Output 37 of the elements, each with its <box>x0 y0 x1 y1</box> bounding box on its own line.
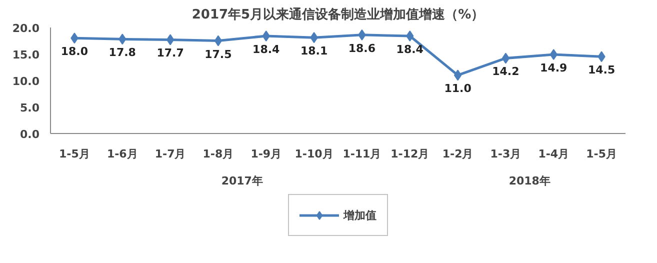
x-tick-label: 1-5月 <box>586 148 617 160</box>
data-label: 14.2 <box>492 65 520 78</box>
x-tick-label: 1-11月 <box>342 148 382 160</box>
data-label: 17.5 <box>204 48 232 61</box>
data-label: 14.5 <box>588 64 616 77</box>
x-tick-label: 1-4月 <box>538 148 570 160</box>
x-tick-label: 1-7月 <box>154 148 186 160</box>
x-tick-label: 1-10月 <box>294 148 334 160</box>
x-tick-label: 1-5月 <box>59 148 90 160</box>
data-label: 17.7 <box>156 46 184 60</box>
data-label: 18.0 <box>60 45 88 58</box>
data-label: 18.4 <box>252 42 280 56</box>
x-tick-label: 1-6月 <box>106 148 138 160</box>
x-tick-label: 1-2月 <box>442 148 474 160</box>
x-tick-label: 1-12月 <box>390 148 430 160</box>
legend-label: 增加值 <box>344 208 376 222</box>
point <box>214 35 222 46</box>
point <box>166 34 174 46</box>
data-label: 17.8 <box>108 46 136 60</box>
y-tick-label: 5.0 <box>20 102 40 114</box>
data-label: 18.4 <box>396 42 424 56</box>
point <box>454 70 462 81</box>
y-tick-label: 10.0 <box>12 75 40 88</box>
y-tick-label: 0.0 <box>20 128 40 141</box>
y-tick-label: 15.0 <box>12 48 40 62</box>
text: 2017年 <box>221 174 263 188</box>
point <box>502 52 510 64</box>
chart-title: 2017年5月以来通信设备制造业增加值增速（%） <box>192 6 484 22</box>
data-label: 14.9 <box>540 62 568 75</box>
x-tick-label: 1-3月 <box>490 148 522 160</box>
y-tick-label: 20.0 <box>12 22 40 35</box>
data-label: 18.1 <box>300 44 328 58</box>
data-label: 18.6 <box>348 42 376 55</box>
data-label: 11.0 <box>444 82 472 96</box>
x-tick-label: 1-8月 <box>202 148 234 160</box>
text: 2018年 <box>508 174 550 188</box>
x-tick-label: 1-9月 <box>250 148 282 160</box>
